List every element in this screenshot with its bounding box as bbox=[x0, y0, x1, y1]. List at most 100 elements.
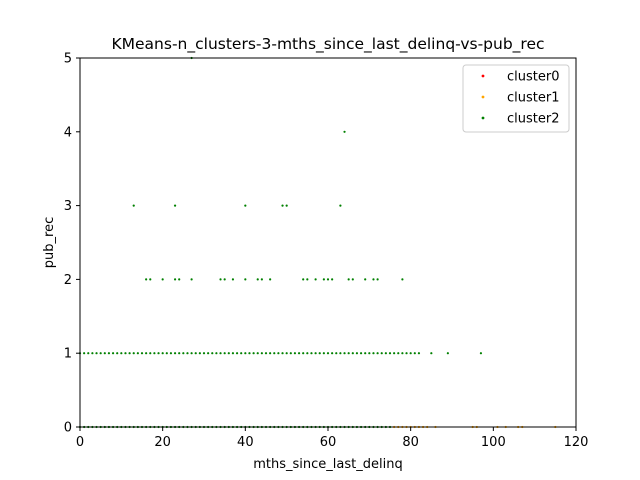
data-point bbox=[202, 352, 206, 355]
data-point bbox=[397, 352, 400, 355]
data-point bbox=[306, 352, 309, 355]
data-point bbox=[380, 352, 383, 355]
data-point bbox=[173, 352, 177, 355]
data-point bbox=[173, 204, 177, 207]
data-point bbox=[384, 352, 387, 355]
data-point bbox=[248, 352, 251, 355]
data-point bbox=[318, 352, 321, 355]
legend-marker bbox=[481, 95, 485, 99]
data-point bbox=[302, 352, 305, 355]
data-point bbox=[289, 352, 292, 355]
data-point bbox=[430, 352, 433, 355]
data-point bbox=[269, 278, 272, 281]
data-point bbox=[198, 352, 201, 355]
data-point bbox=[364, 278, 367, 281]
data-point bbox=[223, 352, 226, 355]
data-point bbox=[83, 352, 86, 355]
data-point bbox=[244, 204, 247, 207]
y-axis-ticks: 0 1 2 3 4 5 bbox=[64, 52, 80, 436]
data-point bbox=[310, 352, 313, 355]
data-point bbox=[326, 278, 330, 281]
legend-label: cluster1 bbox=[507, 91, 559, 106]
data-point bbox=[244, 352, 247, 355]
data-point bbox=[368, 352, 371, 355]
data-point bbox=[339, 352, 342, 355]
data-point bbox=[405, 352, 408, 355]
data-point bbox=[281, 352, 284, 355]
series-cluster1 bbox=[393, 425, 557, 429]
x-axis-ticks: 0 20 40 60 80 100 120 bbox=[76, 427, 589, 450]
data-point bbox=[376, 352, 379, 355]
data-point bbox=[343, 352, 346, 355]
y-tick-label: 1 bbox=[64, 347, 72, 362]
data-point bbox=[149, 352, 152, 355]
data-point bbox=[326, 352, 330, 355]
data-point bbox=[293, 352, 297, 355]
data-point bbox=[314, 278, 317, 281]
data-point bbox=[231, 352, 235, 355]
x-tick-label: 100 bbox=[481, 435, 506, 450]
x-tick-label: 0 bbox=[76, 435, 84, 450]
data-point bbox=[231, 278, 235, 281]
data-point bbox=[244, 278, 247, 281]
x-tick-label: 60 bbox=[320, 435, 337, 450]
data-point bbox=[339, 204, 342, 207]
x-tick-label: 120 bbox=[564, 435, 589, 450]
data-point bbox=[306, 278, 309, 281]
y-axis-label: pub_rec bbox=[42, 217, 57, 268]
data-point bbox=[335, 352, 338, 355]
data-point bbox=[145, 352, 148, 355]
data-point bbox=[136, 352, 139, 355]
data-point bbox=[479, 352, 483, 355]
data-point bbox=[331, 352, 334, 355]
legend-label: cluster0 bbox=[507, 70, 559, 85]
data-point bbox=[446, 352, 449, 355]
data-point bbox=[372, 278, 375, 281]
data-point bbox=[157, 352, 160, 355]
data-point bbox=[132, 204, 135, 207]
data-point bbox=[297, 352, 301, 355]
data-point bbox=[277, 352, 280, 355]
data-point bbox=[240, 352, 243, 355]
data-point bbox=[161, 278, 164, 281]
data-point bbox=[194, 352, 197, 355]
data-point bbox=[269, 352, 272, 355]
data-point bbox=[331, 278, 334, 281]
data-point bbox=[285, 352, 288, 355]
data-point bbox=[153, 352, 156, 355]
legend: cluster0 cluster1 cluster2 bbox=[462, 64, 570, 133]
data-point bbox=[116, 352, 119, 355]
data-point bbox=[388, 352, 392, 355]
data-point bbox=[178, 278, 181, 281]
data-point bbox=[128, 352, 131, 355]
legend-marker bbox=[481, 74, 485, 78]
data-point bbox=[417, 352, 421, 355]
x-tick-label: 80 bbox=[402, 435, 419, 450]
data-point bbox=[186, 352, 189, 355]
y-tick-label: 2 bbox=[64, 273, 72, 288]
data-point bbox=[355, 352, 359, 355]
data-point bbox=[252, 352, 255, 355]
legend-marker bbox=[481, 116, 485, 120]
data-point bbox=[219, 352, 222, 355]
data-point bbox=[281, 204, 284, 207]
y-tick-label: 3 bbox=[64, 199, 72, 214]
data-point bbox=[285, 204, 288, 207]
data-point bbox=[314, 352, 317, 355]
legend-label: cluster2 bbox=[507, 112, 559, 127]
legend-box bbox=[462, 64, 570, 133]
data-point bbox=[161, 352, 164, 355]
data-point bbox=[322, 278, 325, 281]
data-point bbox=[351, 278, 354, 281]
data-point bbox=[401, 278, 404, 281]
y-tick-label: 4 bbox=[64, 125, 72, 140]
data-point bbox=[359, 352, 363, 355]
data-point bbox=[364, 352, 367, 355]
data-point bbox=[372, 352, 375, 355]
chart-title: KMeans-n_clusters-3-mths_since_last_deli… bbox=[111, 35, 544, 54]
data-point bbox=[260, 278, 263, 281]
data-point bbox=[227, 352, 230, 355]
data-point bbox=[190, 352, 193, 355]
data-point bbox=[120, 352, 123, 355]
data-point bbox=[223, 278, 226, 281]
